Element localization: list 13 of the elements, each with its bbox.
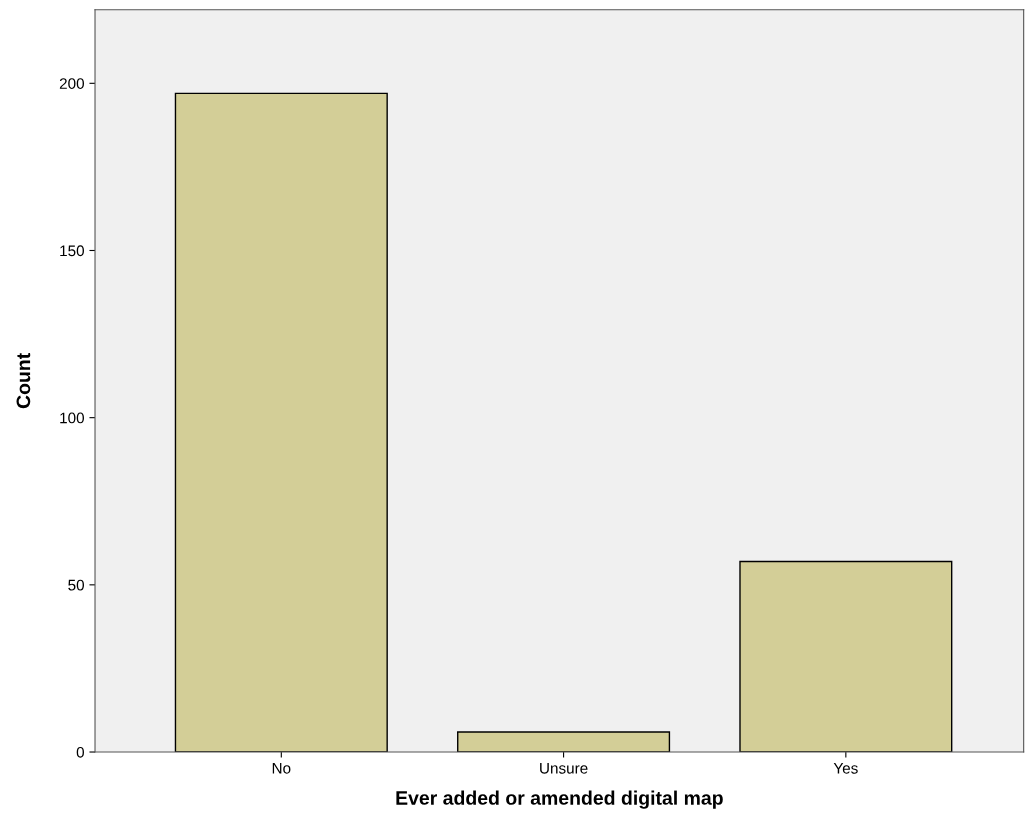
y-tick-label: 100 [60,412,85,424]
y-tick-label: 50 [68,579,84,591]
bar [174,92,388,753]
bar [739,560,953,753]
x-tick-label: Yes [833,763,858,774]
y-tick-label: 150 [60,245,85,257]
y-tick-label: 0 [76,746,84,758]
x-tick-label: No [272,763,291,774]
y-tick-label: 200 [59,78,85,89]
x-tick-label: Unsure [540,763,588,774]
x-axis-title: Ever added or amended digital map [396,790,723,809]
y-axis-title: Count [16,353,31,409]
bar [457,731,671,753]
